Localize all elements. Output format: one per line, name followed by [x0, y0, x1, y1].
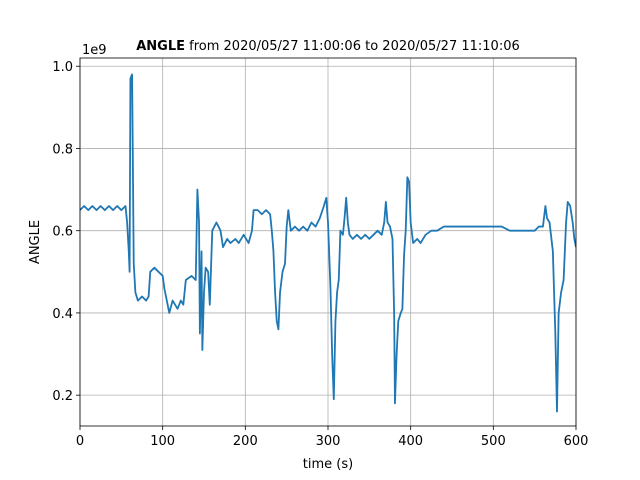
x-axis-label: time (s): [303, 457, 353, 472]
title-bold: ANGLE: [136, 39, 185, 54]
x-tick-label: 600: [564, 434, 589, 449]
y-axis-label: ANGLE: [28, 220, 43, 264]
y-tick-label: 1.0: [52, 60, 73, 75]
y-tick-label: 0.6: [52, 225, 73, 240]
y-tick-label: 0.8: [52, 142, 73, 157]
x-tick-label: 0: [76, 434, 84, 449]
x-tick-label: 400: [398, 434, 423, 449]
x-tick-label: 500: [481, 434, 506, 449]
x-tick-label: 200: [233, 434, 258, 449]
data-line: [80, 73, 576, 413]
x-tick-label: 100: [150, 434, 175, 449]
y-tick-label: 0.2: [52, 389, 73, 404]
y-tick-label: 0.4: [52, 307, 73, 322]
chart-title: ANGLE from 2020/05/27 11:00:06 to 2020/0…: [136, 39, 520, 54]
plot-frame: [79, 57, 577, 427]
offset-text: 1e9: [82, 43, 107, 58]
x-tick-label: 300: [316, 434, 341, 449]
title-rest: from 2020/05/27 11:00:06 to 2020/05/27 1…: [185, 39, 520, 54]
